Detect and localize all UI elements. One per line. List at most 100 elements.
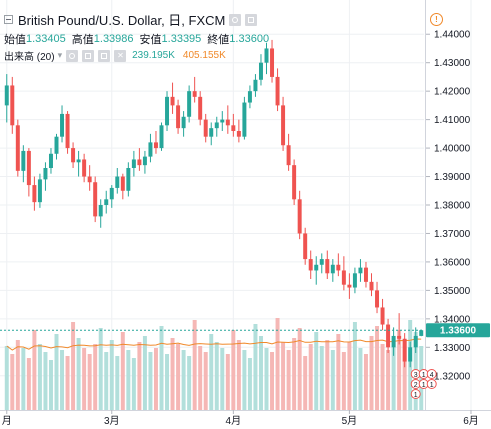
candle-down	[375, 290, 380, 308]
candle-down	[286, 145, 291, 166]
volume-bar	[54, 334, 59, 410]
candle-down	[82, 159, 87, 177]
candle-up	[159, 125, 164, 149]
candle-down	[303, 233, 308, 260]
last-price-value: 1.33600	[440, 326, 477, 337]
candle-up	[104, 199, 109, 205]
candle-down	[26, 150, 31, 186]
event-marker	[426, 379, 437, 389]
candle-up	[419, 330, 424, 336]
x-tick-label: 6月	[463, 415, 479, 427]
candle-up	[37, 179, 42, 203]
candle-up	[76, 159, 81, 163]
volume-bar	[264, 348, 269, 410]
volume-bar	[198, 346, 203, 410]
candle-down	[397, 335, 402, 339]
candle-up	[330, 264, 335, 274]
settings-icon[interactable]	[245, 13, 258, 26]
candle-up	[48, 153, 53, 168]
candle-up	[319, 259, 324, 265]
x-tick-label: 3月	[104, 415, 120, 427]
volume-bar	[37, 344, 42, 410]
volume-bar	[71, 322, 76, 410]
candle-up	[209, 128, 214, 137]
visibility-toggle-icon[interactable]	[229, 13, 242, 26]
high-value: 1.33986	[93, 33, 134, 45]
volume-bar	[314, 332, 319, 410]
volume-bar	[220, 348, 225, 410]
format-icon[interactable]	[98, 49, 111, 62]
volume-bar	[258, 336, 263, 410]
last-price-badge: 1.33600	[426, 323, 490, 338]
candle-down	[380, 307, 385, 325]
volume-bar	[386, 350, 391, 410]
event-marker	[426, 369, 437, 379]
y-tick-label: 1.33000	[434, 343, 471, 354]
candle-down	[10, 85, 15, 126]
event-markers[interactable]: 3 1 42 1 11	[410, 369, 437, 400]
volume-bar	[231, 330, 236, 410]
volume-bar	[165, 354, 170, 410]
event-marker-label: 2	[414, 382, 418, 389]
candle-down	[236, 131, 241, 137]
candle-up	[181, 116, 186, 129]
x-tick-label: 4月	[226, 415, 242, 427]
settings-icon[interactable]	[82, 49, 95, 62]
candle-up	[258, 62, 263, 80]
candle-down	[93, 182, 98, 217]
candle-down	[225, 119, 230, 126]
volume-bar	[225, 354, 230, 410]
volume-bar	[153, 348, 158, 410]
candle-up	[253, 79, 258, 92]
volume-bar	[352, 322, 357, 410]
volume-bar	[402, 340, 407, 410]
visibility-toggle-icon[interactable]	[66, 49, 79, 62]
candle-down	[308, 259, 313, 271]
candle-up	[264, 48, 269, 63]
volume-bar	[242, 350, 247, 410]
close-icon[interactable]	[114, 49, 127, 62]
volume-bars	[4, 318, 424, 410]
volume-bar	[43, 352, 48, 410]
volume-indicator-label: 出来高 (20)	[4, 52, 55, 63]
volume-row: 出来高 (20) ▾ 239.195K 405.155K	[4, 48, 226, 63]
candle-up	[187, 91, 192, 117]
volume-bar	[397, 330, 402, 410]
chevron-down-icon[interactable]: ▾	[57, 50, 63, 60]
y-tick-label: 1.34000	[434, 314, 471, 325]
volume-bar	[48, 360, 53, 410]
collapse-legend-icon[interactable]	[4, 15, 13, 24]
candle-down	[153, 142, 158, 149]
volume-bar	[341, 352, 346, 410]
volume-bar	[297, 328, 302, 410]
candle-down	[402, 338, 407, 362]
volume-bar	[292, 338, 297, 410]
time-axis[interactable]: 月 3月 4月 5月 6月	[2, 410, 479, 427]
y-tick-label: 1.44000	[434, 30, 471, 41]
low-value: 1.33395	[161, 33, 202, 45]
alert-icon[interactable]: !	[430, 13, 443, 26]
candle-up	[214, 122, 219, 129]
candle-down	[203, 119, 208, 137]
candle-down	[176, 105, 181, 129]
candle-down	[336, 264, 341, 271]
volume-bar	[87, 354, 92, 410]
volume-moving-average-line	[6, 338, 422, 351]
candle-down	[231, 125, 236, 131]
volume-bar	[109, 340, 114, 410]
candle-up	[60, 113, 65, 137]
volume-bar	[131, 358, 136, 410]
candle-down	[297, 199, 302, 234]
low-label: 安值	[139, 34, 162, 46]
candle-down	[87, 176, 92, 183]
volume-bar	[303, 356, 308, 410]
candle-down	[386, 324, 391, 348]
candle-up	[358, 267, 363, 274]
close-label: 終値	[207, 34, 230, 46]
candle-down	[369, 281, 374, 291]
event-marker-label: 1	[430, 382, 434, 389]
volume-bar	[93, 344, 98, 410]
price-axis[interactable]: 1.44000 1.43000 1.42000 1.41000 1.40000 1.390…	[426, 30, 471, 383]
volume-bar	[82, 348, 87, 410]
